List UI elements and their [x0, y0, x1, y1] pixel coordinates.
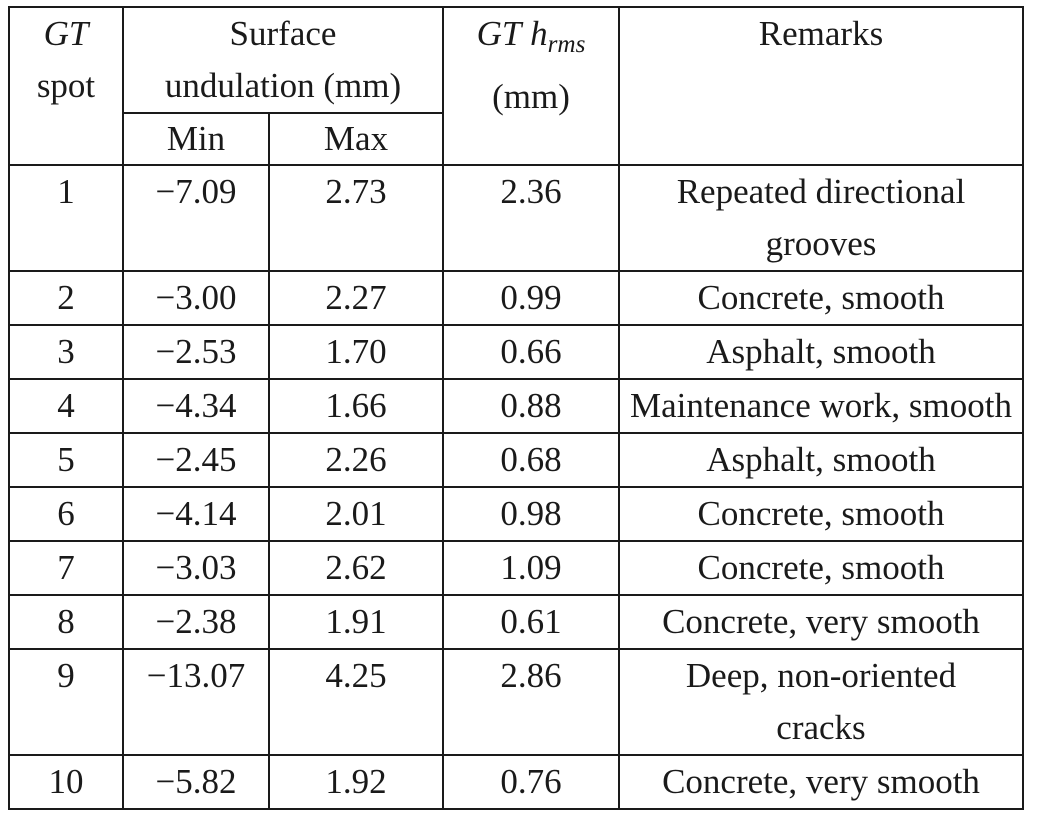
cell-hrms: 0.98 [442, 486, 620, 542]
table-row: 6 −4.14 2.01 0.98 Concrete, smooth [8, 486, 1024, 542]
header-hrms-subscript: rms [547, 31, 586, 59]
cell-spot: 6 [8, 486, 124, 542]
cell-hrms: 0.88 [442, 378, 620, 434]
cell-hrms: 0.76 [442, 754, 620, 810]
cell-remarks: Maintenance work, smooth [618, 378, 1024, 434]
header-min: Min [122, 112, 270, 166]
cell-remarks: Concrete, smooth [618, 270, 1024, 326]
table-row: 5 −2.45 2.26 0.68 Asphalt, smooth [8, 432, 1024, 488]
cell-min: −2.45 [122, 432, 270, 488]
cell-min: −2.38 [122, 594, 270, 650]
cell-remarks: Concrete, smooth [618, 486, 1024, 542]
table-row: 9 −13.07 4.25 2.86 Deep, non-oriented cracks [8, 648, 1024, 756]
cell-spot: 5 [8, 432, 124, 488]
header-undulation-line2: undulation (mm) [164, 66, 402, 105]
cell-hrms: 0.68 [442, 432, 620, 488]
subheader-row: Min Max [9, 112, 1023, 166]
cell-remarks: Concrete, smooth [618, 540, 1024, 596]
cell-min: −4.34 [122, 378, 270, 434]
header-spot-label: spot [36, 66, 96, 105]
header-gt-hrms: GT hrms (mm) [442, 6, 620, 166]
cell-min: −4.14 [122, 486, 270, 542]
cell-max: 2.27 [268, 270, 444, 326]
cell-max: 1.91 [268, 594, 444, 650]
table-row: 10 −5.82 1.92 0.76 Concrete, very smooth [8, 754, 1024, 810]
cell-remarks: Asphalt, smooth [618, 432, 1024, 488]
cell-remarks: Concrete, very smooth [618, 594, 1024, 650]
table-row: 3 −2.53 1.70 0.66 Asphalt, smooth [8, 324, 1024, 380]
header-remarks: Remarks [618, 6, 1024, 166]
cell-spot: 7 [8, 540, 124, 596]
cell-hrms: 2.36 [442, 164, 620, 272]
cell-min: −7.09 [122, 164, 270, 272]
table-row: 7 −3.03 2.62 1.09 Concrete, smooth [8, 540, 1024, 596]
cell-spot: 3 [8, 324, 124, 380]
header-hrms-h: h [530, 14, 548, 53]
table-container: GT spot Surface undulation (mm) GT hrms … [8, 6, 1024, 810]
header-max: Max [268, 112, 444, 166]
table-body: 1 −7.09 2.73 2.36 Repeated directional groov… [8, 164, 1024, 810]
cell-max: 2.26 [268, 432, 444, 488]
cell-hrms: 0.61 [442, 594, 620, 650]
header-surface-undulation: Surface undulation (mm) [122, 6, 444, 114]
cell-remarks: Concrete, very smooth [618, 754, 1024, 810]
cell-max: 1.66 [268, 378, 444, 434]
cell-spot: 1 [8, 164, 124, 272]
cell-max: 4.25 [268, 648, 444, 756]
cell-spot: 2 [8, 270, 124, 326]
cell-remarks: Asphalt, smooth [618, 324, 1024, 380]
header-gt-spot: GT spot [8, 6, 124, 166]
cell-remarks: Deep, non-oriented cracks [618, 648, 1024, 756]
cell-hrms: 0.66 [442, 324, 620, 380]
header-row: GT spot Surface undulation (mm) GT hrms … [8, 6, 1024, 166]
cell-hrms: 0.99 [442, 270, 620, 326]
cell-spot: 9 [8, 648, 124, 756]
cell-max: 2.73 [268, 164, 444, 272]
cell-max: 2.01 [268, 486, 444, 542]
cell-min: −3.03 [122, 540, 270, 596]
cell-spot: 10 [8, 754, 124, 810]
header-undulation-line1: Surface [229, 14, 337, 53]
cell-hrms: 1.09 [442, 540, 620, 596]
table-row: 1 −7.09 2.73 2.36 Repeated directional groov… [8, 164, 1024, 272]
cell-min: −3.00 [122, 270, 270, 326]
cell-spot: 8 [8, 594, 124, 650]
cell-min: −2.53 [122, 324, 270, 380]
cell-max: 1.70 [268, 324, 444, 380]
gt-spot-table: GT spot Surface undulation (mm) GT hrms … [8, 6, 1024, 810]
cell-max: 1.92 [268, 754, 444, 810]
cell-remarks: Repeated directional grooves [618, 164, 1024, 272]
header-hrms-unit: (mm) [492, 77, 570, 117]
cell-spot: 4 [8, 378, 124, 434]
cell-max: 2.62 [268, 540, 444, 596]
cell-min: −13.07 [122, 648, 270, 756]
header-gt-label: GT [43, 14, 89, 53]
cell-hrms: 2.86 [442, 648, 620, 756]
header-hrms-gt: GT [476, 14, 522, 53]
cell-min: −5.82 [122, 754, 270, 810]
table-row: 4 −4.34 1.66 0.88 Maintenance work, smooth [8, 378, 1024, 434]
table-row: 2 −3.00 2.27 0.99 Concrete, smooth [8, 270, 1024, 326]
table-row: 8 −2.38 1.91 0.61 Concrete, very smooth [8, 594, 1024, 650]
